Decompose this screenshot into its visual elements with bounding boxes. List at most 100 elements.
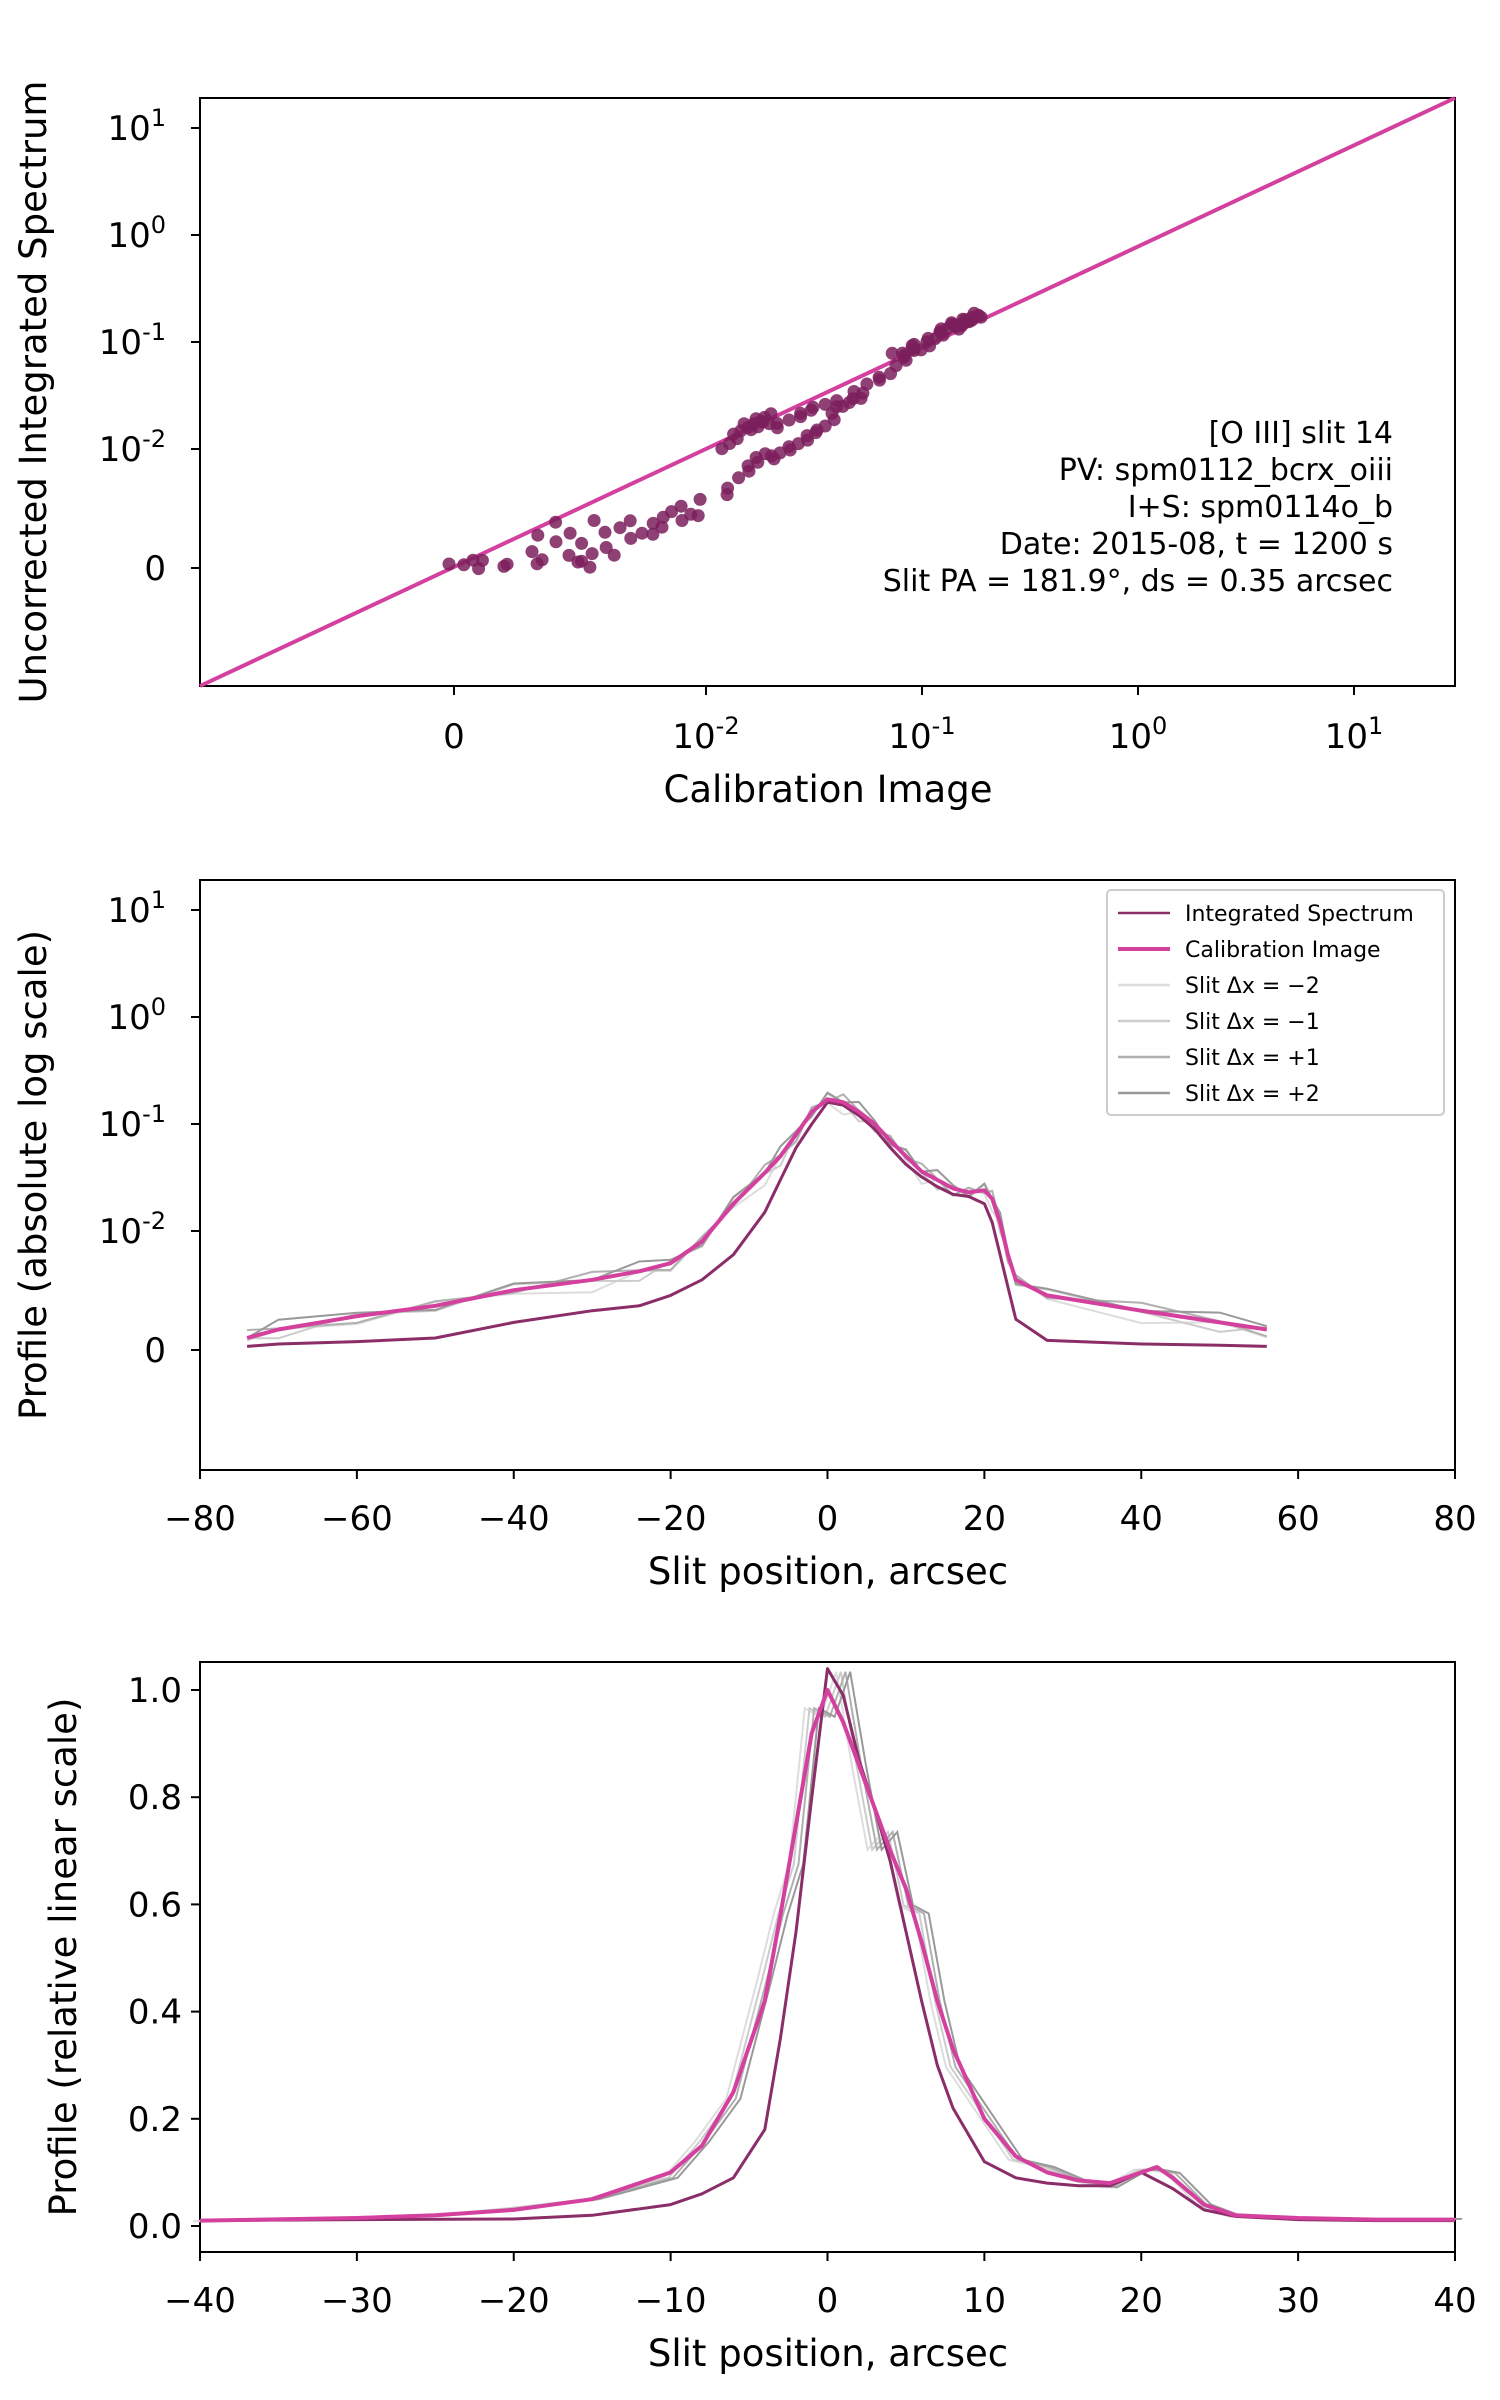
panel1-point [525,545,539,559]
panel1-xtick-label: 0 [443,717,465,757]
panel3-ylabel: Profile (relative linear scale) [42,1698,85,2217]
panel1-point [624,531,638,545]
panel1-ytick-label: 100 [107,211,166,256]
panel2-series-line [246,1100,1267,1348]
panel1-point [475,553,489,567]
panel3-ytick-label: 0.0 [128,2207,182,2247]
panel1-point [646,527,660,541]
panel1-point [613,521,627,535]
panel2-xtick-label: −80 [164,1499,236,1539]
panel3-xlabel: Slit position, arcsec [648,2332,1008,2375]
panel3-slit-offset-line [207,1671,1463,2223]
panel1-point [549,535,563,549]
panel1-point [782,413,796,427]
panel2-xtick-label: −20 [635,1499,707,1539]
panel1-point [806,400,820,414]
panel3-slit-offset-line [192,1671,1448,2223]
panel3-xtick-label: −30 [321,2281,393,2321]
panel1-point [907,337,921,351]
panel3-xtick-label: 0 [817,2281,839,2321]
panel1-xtick-label: 101 [1325,712,1384,757]
panel2-ylabel: Profile (absolute log scale) [12,930,55,1420]
panel1-point [531,528,545,542]
panel1-ylabel: Uncorrected Integrated Spectrum [12,81,55,704]
panel3-series-line [199,1667,1455,2223]
legend-label: Slit Δx = +2 [1185,1082,1320,1107]
legend-label: Slit Δx = +1 [1185,1046,1320,1071]
legend-label: Integrated Spectrum [1185,902,1414,927]
panel1-point [818,419,832,433]
panel1-point [885,346,899,360]
panel1-point [549,515,563,529]
panel1-point [587,514,601,527]
legend-frame [1106,889,1445,1116]
panel3-slit-offset-line [197,1671,1453,2223]
panel1-point [974,310,988,324]
panel1-point [583,560,597,574]
panel1-xlabel: Calibration Image [664,768,993,811]
panel1-point [497,559,511,573]
panel3-xtick-label: 40 [1433,2281,1476,2321]
panel1-point [818,397,832,411]
legend-label: Slit Δx = −1 [1185,1010,1320,1035]
panel2-xtick-label: −40 [478,1499,550,1539]
panel2-xtick-label: 20 [963,1499,1006,1539]
panel3-xtick-label: −40 [164,2281,236,2321]
panel1-point [889,359,903,373]
panel1-point [873,373,887,387]
panel1-point [921,331,935,345]
panel3-ytick-label: 1.0 [128,1671,182,1711]
panel1-point [842,396,856,409]
panel1-point [571,555,585,569]
panel3-frame [199,1661,1456,2253]
panel2-xtick-label: −60 [321,1499,393,1539]
panel1-point [655,520,669,534]
panel1-annotation-line: I+S: spm0114o_b [1128,490,1393,525]
panel1-annotation-line: [O III] slit 14 [1209,416,1393,451]
panel1-point [563,526,577,540]
panel2-series-line [246,1097,1268,1340]
panel1-point [575,536,589,550]
panel1-point [665,505,678,519]
panel3-xtick-label: 10 [963,2281,1006,2321]
panel1-point [830,400,844,414]
panel1-ytick-label: 10-2 [99,425,166,470]
panel1-ytick-label: 101 [107,104,166,149]
panel3-plot [192,1661,1463,2253]
panel2-ytick-label: 10-1 [99,1100,166,1145]
panel3-series-line [199,1688,1455,2223]
panel1-ytick-label: 10-1 [99,318,166,363]
panel1-point [794,406,808,420]
panel2-xtick-label: 80 [1433,1499,1476,1539]
panel2-xtick-label: 40 [1120,1499,1163,1539]
panel3-xtick-label: 30 [1276,2281,1319,2321]
panel1-point [585,547,599,561]
panel3-ytick-label: 0.4 [128,1993,182,2033]
panel1-point [674,499,688,513]
panel1-point [934,322,948,336]
legend-label: Calibration Image [1185,938,1381,963]
panel1-ytick-label: 0 [144,549,166,589]
panel1-annotation-line: PV: spm0112_bcrx_oiii [1059,453,1393,488]
panel2-ytick-label: 0 [144,1331,166,1371]
panel1-xtick-label: 100 [1109,712,1168,757]
panel1-point [442,557,456,571]
panel1-annotation-line: Slit PA = 181.9°, ds = 0.35 arcsec [883,564,1393,599]
panel2-ytick-label: 100 [107,993,166,1038]
panel1-point [607,548,621,562]
panel3-xtick-label: 20 [1120,2281,1163,2321]
panel3-ytick-label: 0.8 [128,1778,182,1818]
panel2-slit-offset-line [247,1093,1268,1338]
panel3-xtick-label: −10 [635,2281,707,2321]
panel1-identity-line [199,96,1456,688]
panel1-point [530,557,544,571]
panel1-point [693,492,707,506]
panel1-point [562,548,576,562]
panel1-point [691,509,705,523]
panel1-point [599,541,613,554]
panel2-xtick-label: 60 [1276,1499,1319,1539]
panel1-point [623,514,637,528]
panel1-point [635,526,649,540]
panel2-plot [199,879,1456,1471]
